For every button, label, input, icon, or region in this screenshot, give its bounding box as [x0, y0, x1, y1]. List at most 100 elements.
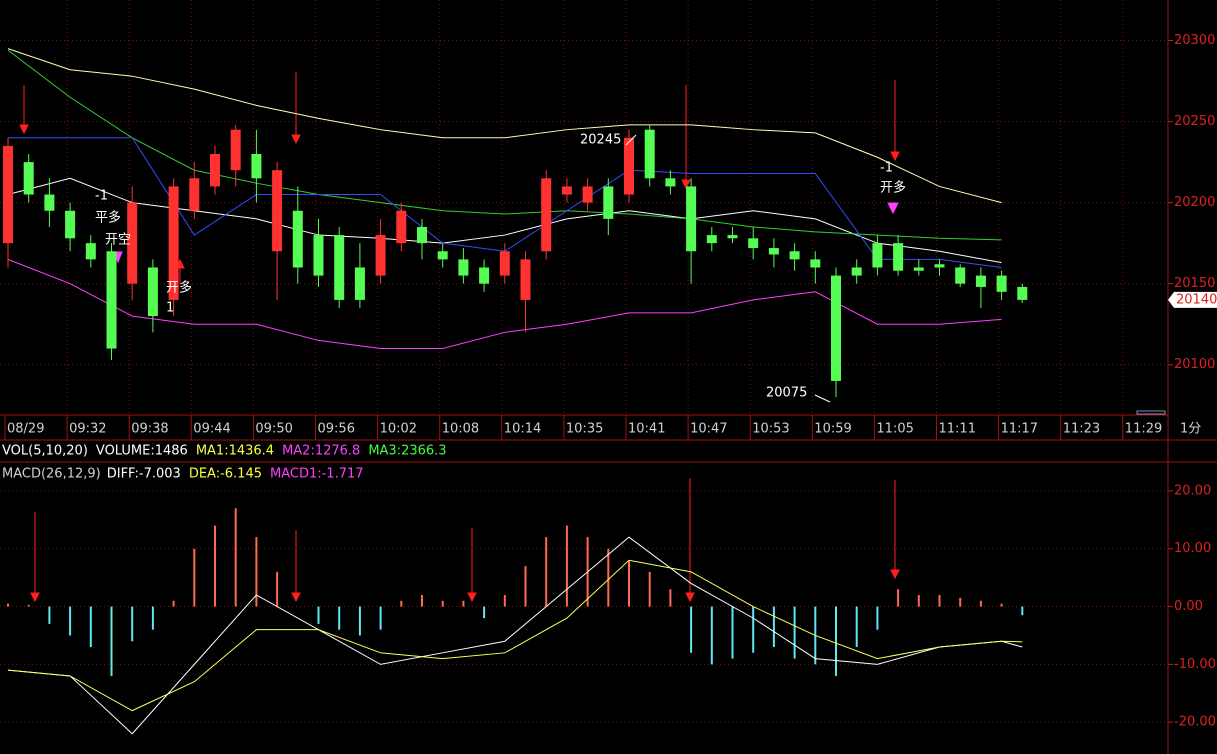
y-tick-label: 20300 [1174, 33, 1215, 48]
x-tick-label: 10:59 [814, 422, 851, 437]
annotation-leader [625, 134, 637, 146]
candle-body [727, 235, 738, 239]
candle-body [168, 186, 179, 300]
period-label: 1分 [1180, 422, 1201, 437]
candle-body [768, 248, 779, 255]
x-tick-label: 10:08 [442, 422, 479, 437]
candle-body [582, 186, 593, 203]
x-tick-label: 11:11 [939, 422, 976, 437]
macd-line [7, 559, 1023, 712]
legend-entry: MA2:1276.8 [282, 444, 360, 459]
legend-entry: VOL(5,10,20) [2, 444, 88, 459]
macd-line [7, 536, 1023, 735]
x-tick-label: 11:05 [876, 422, 913, 437]
candle-body [437, 251, 448, 260]
annotation: 开多 [880, 180, 906, 196]
candle-body [251, 154, 262, 179]
legend-entry: MA1:1436.4 [196, 444, 274, 459]
candle-body [644, 129, 655, 179]
y-tick-label: 10.00 [1174, 541, 1211, 556]
y-tick-label: -10.00 [1174, 657, 1216, 672]
y-tick-label: 0.00 [1174, 599, 1203, 614]
x-tick-label: 09:32 [69, 422, 106, 437]
x-tick-label: 09:50 [255, 422, 292, 437]
candle-body [458, 259, 469, 276]
candle-body [810, 259, 821, 268]
candle-body [499, 251, 510, 276]
indicator-line [7, 49, 1002, 241]
arrow-head [890, 151, 900, 162]
candle-body [686, 186, 697, 252]
annotation: -1 [95, 189, 108, 204]
y-tick-label: 20200 [1174, 195, 1215, 210]
candle-body [127, 202, 138, 284]
arrow-head [685, 592, 695, 603]
candle-body [603, 186, 614, 219]
candle-body [789, 251, 800, 260]
candle-body [272, 170, 283, 252]
candle-body [479, 267, 490, 284]
x-tick-label: 10:14 [504, 422, 541, 437]
x-tick-label: 09:44 [193, 422, 230, 437]
candle-body [520, 259, 531, 300]
x-tick-label: 10:35 [566, 422, 603, 437]
candle-body [230, 129, 241, 171]
candle-body [292, 210, 303, 268]
candle-body [396, 210, 407, 244]
candle-body [665, 178, 676, 187]
arrow-head [19, 124, 29, 135]
candle-body [872, 243, 883, 268]
x-tick-label: 10:41 [628, 422, 665, 437]
candle-body [354, 267, 365, 300]
annotation: -1 [880, 161, 893, 176]
annotation: 20245 [580, 133, 621, 148]
candle-body [106, 251, 117, 349]
arrow-head [890, 569, 900, 580]
candle-body [913, 267, 924, 271]
candle-body [65, 210, 76, 239]
x-tick-label: 11:29 [1125, 422, 1162, 437]
arrow-head [467, 592, 477, 603]
candle-body [189, 178, 200, 211]
annotation: 平多 [95, 210, 121, 226]
y-tick-label: -20.00 [1174, 715, 1216, 730]
legend-entry: DIFF:-7.003 [107, 467, 181, 482]
candle-body [748, 238, 759, 249]
y-tick-label: 20150 [1174, 276, 1215, 291]
candle-body [706, 235, 717, 244]
arrow-head [30, 592, 40, 603]
candle-body [975, 275, 986, 287]
x-tick-label: 09:38 [131, 422, 168, 437]
y-tick-label: 20100 [1174, 357, 1215, 372]
scroll-box [1136, 410, 1166, 415]
candle-body [831, 275, 841, 381]
candle-body [417, 226, 427, 244]
candle-body [996, 275, 1007, 292]
candle-body [23, 162, 34, 195]
legend-title: MACD(26,12,9) [2, 467, 101, 482]
legend-entry: DEA:-6.145 [189, 467, 262, 482]
candle-body [210, 154, 220, 187]
x-tick-label: 10:02 [380, 422, 417, 437]
candle-body [1017, 286, 1028, 300]
candle-body [375, 235, 386, 276]
candle-body [334, 235, 345, 300]
arrow-head [291, 134, 301, 145]
candle-body [624, 137, 634, 195]
y-tick-label: 20.00 [1174, 483, 1211, 498]
candle-body [147, 267, 158, 317]
indicator-line [7, 48, 1002, 204]
candle-body [893, 243, 904, 271]
legend-entry: VOLUME:1486 [96, 444, 188, 459]
candle-body [44, 194, 55, 211]
candle-body [955, 267, 966, 284]
candle-body [851, 267, 862, 276]
y-tick-label: 20250 [1174, 114, 1215, 129]
candle-body [561, 186, 572, 195]
annotation: 1 [166, 301, 174, 316]
x-tick-label: 11:23 [1063, 422, 1100, 437]
x-tick-label: 08/29 [7, 422, 44, 437]
legend-entry: MACD1:-1.717 [270, 467, 364, 482]
x-tick-label: 09:56 [318, 422, 355, 437]
